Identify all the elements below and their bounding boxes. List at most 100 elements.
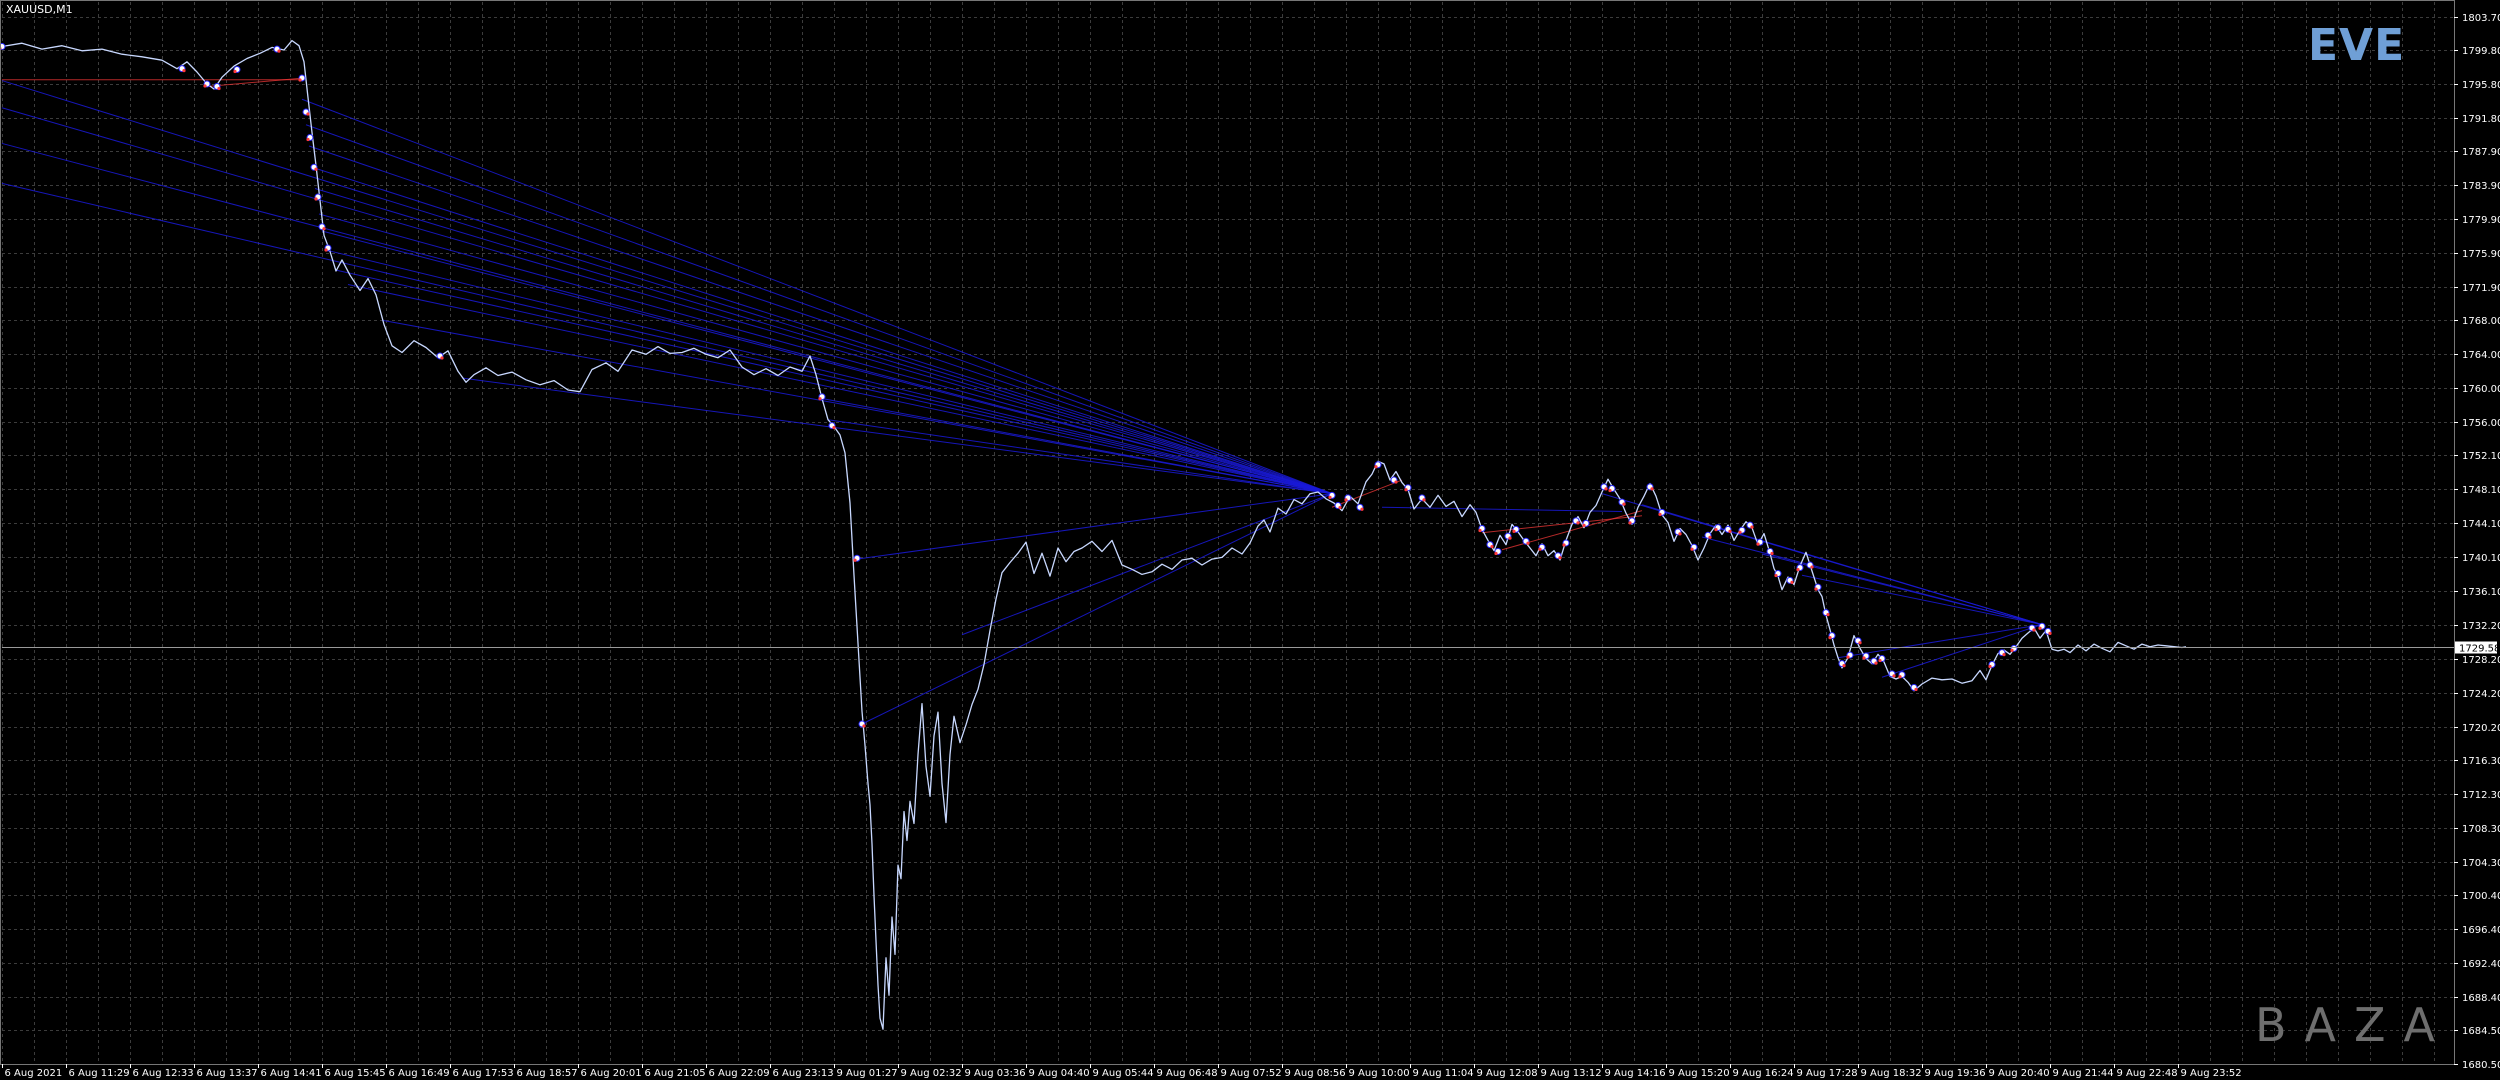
xtick-label: 6 Aug 18:57 xyxy=(517,1068,578,1079)
ytick-label: 1700.40 xyxy=(2462,891,2500,902)
signal-marker-red xyxy=(1394,480,1398,484)
xtick-label: 9 Aug 02:32 xyxy=(901,1068,962,1079)
xtick-label: 6 Aug 23:13 xyxy=(773,1068,834,1079)
time-axis[interactable]: 6 Aug 2021 6 Aug 11:29 6 Aug 12:33 6 Aug 13… xyxy=(2,1064,2242,1079)
trend-line xyxy=(821,397,1333,495)
ytick-label: 1696.40 xyxy=(2462,925,2500,936)
ytick-label: 1771.90 xyxy=(2462,283,2500,294)
signal-marker-red xyxy=(1796,568,1800,572)
trend-line xyxy=(1761,553,2043,626)
signal-marker-red xyxy=(1714,528,1718,532)
trend-line xyxy=(461,377,1333,495)
signal-marker-red xyxy=(1738,530,1742,534)
xtick-label: 9 Aug 19:36 xyxy=(1925,1068,1986,1079)
trend-line xyxy=(308,145,1333,495)
ytick-label: 1680.50 xyxy=(2462,1060,2500,1071)
trend-line xyxy=(1837,624,2043,659)
signal-marker-red xyxy=(1846,655,1850,659)
ytick-label: 1688.40 xyxy=(2462,993,2500,1004)
signal-marker-red xyxy=(1728,529,1732,533)
trend-line xyxy=(1881,624,2043,678)
signal-marker-red xyxy=(182,69,186,73)
trend-line xyxy=(856,493,1333,560)
ytick-label: 1756.00 xyxy=(2462,418,2500,429)
signal-marker-red xyxy=(306,112,310,116)
ytick-label: 1716.30 xyxy=(2462,756,2500,767)
grid xyxy=(2,2,2454,1065)
ytick-label: 1795.80 xyxy=(2462,80,2500,91)
signal-marker-red xyxy=(1508,536,1512,540)
signal-marker-red xyxy=(1842,664,1846,668)
xtick-label: 9 Aug 13:12 xyxy=(1541,1068,1602,1079)
ytick-label: 1704.30 xyxy=(2462,858,2500,869)
signal-marker-red xyxy=(862,724,866,728)
signal-marker-red xyxy=(298,78,302,82)
price-series xyxy=(1,39,2187,1030)
ytick-label: 1720.20 xyxy=(2462,723,2500,734)
xtick-label: 9 Aug 03:36 xyxy=(965,1068,1026,1079)
baza-logo: BAZA xyxy=(2255,998,2454,1052)
signal-marker-red xyxy=(1914,687,1918,692)
xtick-label: 6 Aug 21:05 xyxy=(645,1068,706,1079)
signal-marker-red xyxy=(324,248,328,252)
xtick-label: 9 Aug 16:24 xyxy=(1733,1068,1794,1079)
signal-marker-red xyxy=(203,84,207,88)
ytick-label: 1752.10 xyxy=(2462,451,2500,462)
xtick-label: 9 Aug 04:40 xyxy=(1029,1068,1090,1079)
signal-marker-red xyxy=(2032,628,2036,632)
trend-line xyxy=(1,182,1333,495)
signal-marker-red xyxy=(1344,498,1348,502)
ytick-label: 1744.10 xyxy=(2462,519,2500,530)
ytick-label: 1787.90 xyxy=(2462,147,2500,158)
signal-marker-red xyxy=(1512,529,1516,533)
ytick-label: 1708.30 xyxy=(2462,824,2500,835)
current-price-label: 1729.58 xyxy=(2459,644,2500,655)
trend-line xyxy=(347,284,1333,495)
signal-marker-red xyxy=(2002,653,2006,657)
xtick-label: 6 Aug 11:29 xyxy=(69,1068,130,1079)
trend-line xyxy=(321,230,1333,495)
current-price-box xyxy=(2455,641,2497,654)
xtick-label: 9 Aug 14:16 xyxy=(1605,1068,1666,1079)
signal-marker-red xyxy=(1328,495,1332,499)
xtick-label: 9 Aug 21:44 xyxy=(2053,1068,2114,1079)
ytick-label: 1768.00 xyxy=(2462,316,2500,327)
ytick-label: 1799.80 xyxy=(2462,46,2500,57)
price-line xyxy=(1,39,2187,1030)
trend-line xyxy=(861,493,1333,725)
signal-marker-red xyxy=(1658,512,1662,516)
chart-frame xyxy=(0,0,2455,1065)
signal-marker-red xyxy=(1604,487,1608,491)
xtick-label: 9 Aug 20:40 xyxy=(1989,1068,2050,1079)
signal-marker-red xyxy=(1622,502,1626,506)
signal-marker-red xyxy=(1770,551,1774,556)
xtick-label: 9 Aug 15:20 xyxy=(1669,1068,1730,1079)
trend-line xyxy=(327,250,1333,495)
signal-marker-red xyxy=(1538,547,1542,551)
ytick-label: 1760.00 xyxy=(2462,384,2500,395)
signal-marker-red xyxy=(2038,626,2042,630)
signal-marker-red xyxy=(1494,551,1498,556)
signal-marker-red xyxy=(1360,507,1364,511)
xtick-label: 9 Aug 06:48 xyxy=(1157,1068,1218,1079)
signal-marker-red xyxy=(2010,648,2014,652)
price-axis[interactable]: 1803.70 1799.80 1795.80 1791.80 1787.90 1783.… xyxy=(2454,13,2500,1071)
trend-line xyxy=(1641,504,2043,626)
xtick-label: 9 Aug 22:48 xyxy=(2117,1068,2178,1079)
signal-marker-red xyxy=(1490,545,1494,549)
signal-marker-red xyxy=(1862,656,1866,660)
ytick-label: 1732.20 xyxy=(2462,621,2500,632)
symbol-label: XAUUSD,M1 xyxy=(6,3,73,16)
trend-line xyxy=(961,493,1333,636)
trend-line xyxy=(301,98,1333,495)
trend-line xyxy=(827,419,1333,495)
ytick-label: 1791.80 xyxy=(2462,114,2500,125)
ytick-label: 1764.00 xyxy=(2462,350,2500,361)
signal-marker-red xyxy=(1874,661,1878,665)
signal-marker-red xyxy=(1582,523,1586,528)
signal-marker-red xyxy=(1650,487,1654,491)
signal-marker-red xyxy=(314,167,318,171)
current-price-marker: 1729.58 xyxy=(2,641,2500,655)
